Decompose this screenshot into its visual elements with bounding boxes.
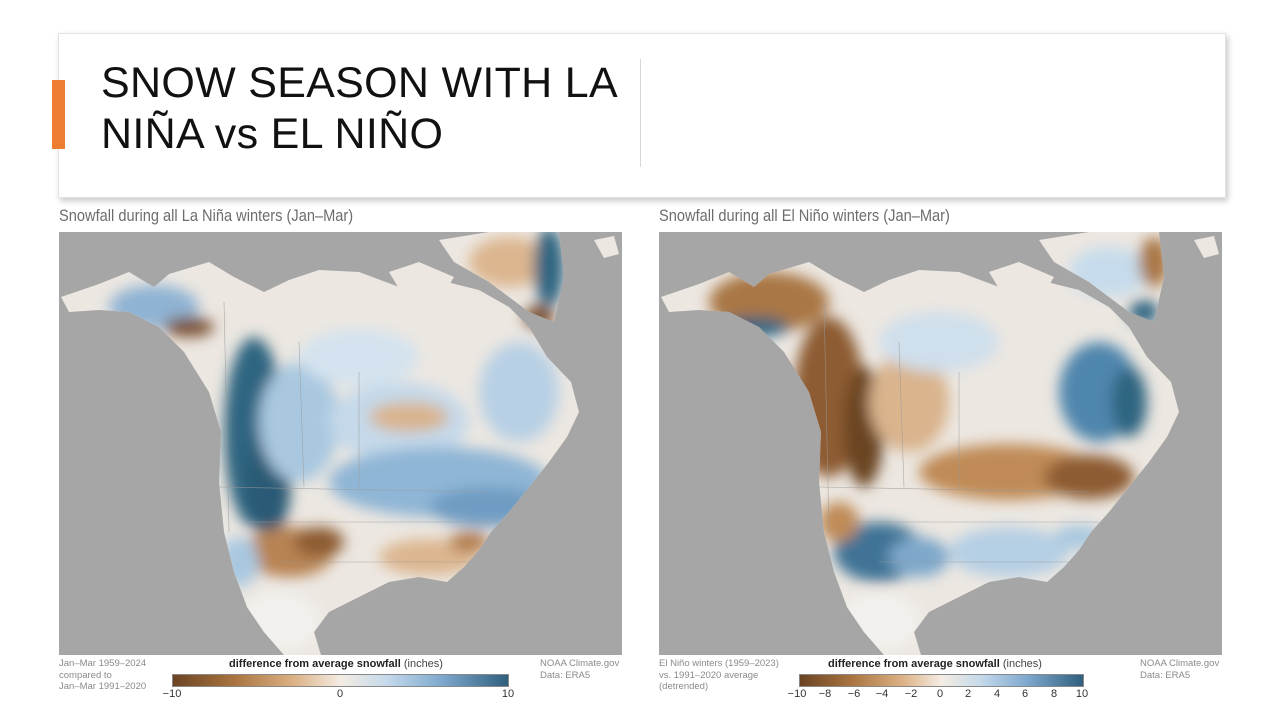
map-credit: NOAA Climate.gov Data: ERA5 — [1140, 658, 1219, 681]
legend-title: difference from average snowfall (inches… — [229, 658, 443, 670]
legend-tick: 0 — [336, 688, 344, 700]
legend-tick: 2 — [964, 688, 972, 700]
snowfall-map-el-nino — [659, 232, 1222, 655]
legend-tick: −4 — [875, 688, 889, 700]
map-footnote: El Niño winters (1959–2023) vs. 1991–202… — [659, 658, 779, 692]
legend-colorbar — [799, 674, 1084, 687]
credit-data: Data: ERA5 — [540, 669, 591, 681]
legend-title-bold: difference from average snowfall — [828, 658, 1000, 670]
legend-tick: 6 — [1021, 688, 1029, 700]
legend-tick: −2 — [904, 688, 918, 700]
legend-title-unit: (inches) — [1002, 658, 1042, 670]
legend-tick: 4 — [993, 688, 1001, 700]
title-accent-bar — [52, 80, 65, 149]
map-graphic — [659, 232, 1222, 655]
legend-colorbar — [172, 674, 509, 687]
panel-title: Snowfall during all La Niña winters (Jan… — [59, 206, 354, 225]
credit-source: NOAA Climate.gov — [1140, 658, 1220, 669]
title-divider — [640, 59, 641, 167]
map-credit: NOAA Climate.gov Data: ERA5 — [540, 658, 619, 681]
legend-title-unit: (inches) — [403, 658, 443, 670]
panel-la-nina: Snowfall during all La Niña winters (Jan… — [59, 204, 625, 704]
panel-el-nino: Snowfall during all El Niño winters (Jan… — [659, 204, 1225, 704]
legend-title: difference from average snowfall (inches… — [828, 658, 1042, 670]
slide-title: SNOW SEASON WITH LA NIÑA vs EL NIÑO — [101, 58, 621, 160]
legend-tick: −10 — [787, 688, 807, 700]
map-footnote: Jan–Mar 1959–2024 compared to Jan–Mar 19… — [59, 658, 147, 692]
panel-title: Snowfall during all El Niño winters (Jan… — [659, 206, 950, 225]
legend-tick: 10 — [501, 688, 515, 700]
slide-title-line-2: NIÑA vs EL NIÑO — [101, 110, 444, 158]
legend-tick: −8 — [818, 688, 832, 700]
legend-tick: 8 — [1050, 688, 1058, 700]
legend-title-bold: difference from average snowfall — [229, 658, 401, 670]
credit-source: NOAA Climate.gov — [540, 658, 620, 669]
slide-title-line-1: SNOW SEASON WITH LA — [101, 59, 618, 107]
legend-tick: 0 — [936, 688, 944, 700]
credit-data: Data: ERA5 — [1140, 669, 1191, 681]
snowfall-map-la-nina — [59, 232, 622, 655]
legend-tick: 10 — [1075, 688, 1089, 700]
legend-tick: −10 — [162, 688, 182, 700]
map-graphic — [59, 232, 622, 655]
legend-tick: −6 — [847, 688, 861, 700]
title-card — [58, 33, 1226, 198]
